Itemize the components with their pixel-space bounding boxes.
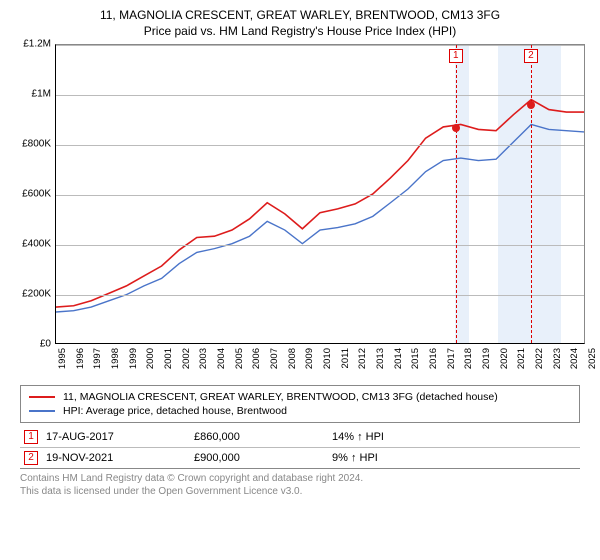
x-tick-label: 2018 (463, 348, 474, 369)
x-tick-label: 2008 (287, 348, 298, 369)
sale-marker-box: 1 (449, 49, 463, 63)
x-tick-label: 2005 (234, 348, 245, 369)
y-tick-label: £400K (15, 239, 51, 250)
x-tick-label: 2004 (216, 348, 227, 369)
y-tick-label: £1M (15, 89, 51, 100)
x-tick-label: 2020 (499, 348, 510, 369)
chart-title-line2: Price paid vs. HM Land Registry's House … (8, 24, 592, 38)
x-tick-label: 2003 (198, 348, 209, 369)
x-tick-label: 2025 (587, 348, 598, 369)
x-tick-label: 2023 (552, 348, 563, 369)
x-tick-label: 2016 (428, 348, 439, 369)
chart-gridline (56, 145, 584, 146)
x-tick-label: 2002 (181, 348, 192, 369)
sales-table: 1 17-AUG-2017 £860,000 14% ↑ HPI 2 19-NOV-202… (20, 427, 580, 469)
sale-marker-line (456, 45, 457, 343)
sale-price: £860,000 (194, 431, 324, 443)
chart-lines (56, 45, 584, 343)
y-tick-label: £0 (15, 339, 51, 350)
legend-label: HPI: Average price, detached house, Bren… (63, 405, 287, 417)
x-tick-label: 2013 (375, 348, 386, 369)
x-tick-label: 2017 (446, 348, 457, 369)
y-tick-label: £1.2M (15, 39, 51, 50)
sale-point-dot (527, 101, 535, 109)
x-tick-label: 1997 (92, 348, 103, 369)
x-tick-label: 2024 (569, 348, 580, 369)
sale-date: 19-NOV-2021 (46, 452, 186, 464)
x-tick-label: 2000 (145, 348, 156, 369)
x-tick-label: 2010 (322, 348, 333, 369)
chart-gridline (56, 45, 584, 46)
sale-marker-box: 2 (524, 49, 538, 63)
legend-label: 11, MAGNOLIA CRESCENT, GREAT WARLEY, BRE… (63, 391, 498, 403)
footnote-line1: Contains HM Land Registry data © Crown c… (20, 473, 580, 486)
chart-area: £0£200K£400K£600K£800K£1M£1.2M 12 199519… (15, 44, 585, 379)
x-tick-label: 2006 (251, 348, 262, 369)
sale-number-box: 1 (24, 430, 38, 444)
legend-row: HPI: Average price, detached house, Bren… (29, 404, 571, 418)
x-tick-label: 1999 (128, 348, 139, 369)
x-tick-label: 2007 (269, 348, 280, 369)
chart-plot: 12 (55, 44, 585, 344)
chart-gridline (56, 195, 584, 196)
x-tick-label: 2014 (393, 348, 404, 369)
chart-gridline (56, 245, 584, 246)
footnote: Contains HM Land Registry data © Crown c… (20, 473, 580, 498)
x-tick-label: 2019 (481, 348, 492, 369)
sale-date: 17-AUG-2017 (46, 431, 186, 443)
x-tick-label: 2009 (304, 348, 315, 369)
chart-gridline (56, 95, 584, 96)
sale-number-box: 2 (24, 451, 38, 465)
sale-row: 1 17-AUG-2017 £860,000 14% ↑ HPI (20, 427, 580, 448)
x-axis-labels: 1995 1996 1997 1998 1999 2000 2001 2002 2003 2004… (55, 344, 585, 379)
y-tick-label: £200K (15, 289, 51, 300)
x-tick-label: 1995 (57, 348, 68, 369)
chart-title-line1: 11, MAGNOLIA CRESCENT, GREAT WARLEY, BRE… (8, 8, 592, 22)
chart-gridline (56, 295, 584, 296)
x-tick-label: 2012 (357, 348, 368, 369)
footnote-line2: This data is licensed under the Open Gov… (20, 486, 580, 499)
x-tick-label: 2001 (163, 348, 174, 369)
y-tick-label: £800K (15, 139, 51, 150)
x-tick-label: 2011 (340, 348, 351, 368)
legend-swatch (29, 410, 55, 412)
chart-legend: 11, MAGNOLIA CRESCENT, GREAT WARLEY, BRE… (20, 385, 580, 423)
legend-swatch (29, 396, 55, 398)
sale-row: 2 19-NOV-2021 £900,000 9% ↑ HPI (20, 448, 580, 469)
sale-price: £900,000 (194, 452, 324, 464)
series-property (56, 100, 584, 307)
sale-diff: 14% ↑ HPI (332, 431, 580, 443)
sale-diff: 9% ↑ HPI (332, 452, 580, 464)
sale-point-dot (452, 124, 460, 132)
x-tick-label: 1998 (110, 348, 121, 369)
x-tick-label: 2015 (410, 348, 421, 369)
legend-row: 11, MAGNOLIA CRESCENT, GREAT WARLEY, BRE… (29, 390, 571, 404)
series-hpi (56, 124, 584, 312)
x-tick-label: 1996 (75, 348, 86, 369)
y-tick-label: £600K (15, 189, 51, 200)
sale-marker-line (531, 45, 532, 343)
x-tick-label: 2022 (534, 348, 545, 369)
x-tick-label: 2021 (516, 348, 527, 369)
